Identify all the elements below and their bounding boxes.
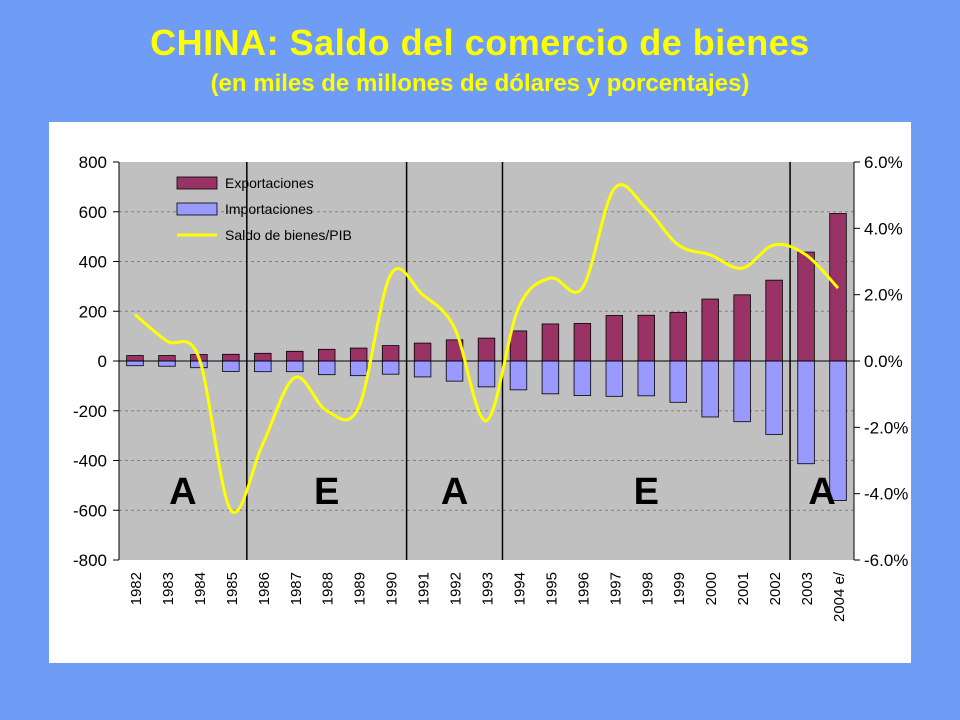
x-tick-label: 1982 xyxy=(128,572,145,605)
x-tick-label: 1989 xyxy=(352,572,369,605)
bar-exportaciones xyxy=(222,353,240,362)
bar-exportaciones xyxy=(797,251,815,362)
bar-exportaciones xyxy=(286,350,304,362)
bar-exportaciones xyxy=(509,330,528,362)
left-tick-label: -800 xyxy=(73,551,107,570)
bar-exportaciones xyxy=(701,298,719,362)
bar-importaciones xyxy=(477,360,496,388)
bar-importaciones xyxy=(605,360,624,397)
x-tick-label: 2001 xyxy=(735,572,752,605)
bar-exportaciones xyxy=(126,355,144,362)
left-tick-label: -600 xyxy=(73,501,107,520)
bar-importaciones xyxy=(509,360,528,391)
bar-importaciones xyxy=(541,360,560,395)
right-tick-label: 6.0% xyxy=(864,153,903,172)
chart-panel: 800 600 400 200 0 -200 -400 -600 -800 6.0% 4.0% 2.0… xyxy=(49,122,911,663)
x-tick-label: 1997 xyxy=(607,572,624,605)
bar-exportaciones xyxy=(318,348,336,362)
right-tick-label: -6.0% xyxy=(864,551,908,570)
bar-importaciones xyxy=(637,360,655,397)
period-label: A xyxy=(808,471,835,513)
right-tick-label: -2.0% xyxy=(864,418,908,437)
x-tick-label: 1988 xyxy=(320,572,337,605)
right-tick-label: 2.0% xyxy=(864,286,903,305)
period-label: E xyxy=(314,471,339,513)
bar-importaciones xyxy=(573,360,592,396)
bar-exportaciones xyxy=(733,294,751,362)
left-tick-label: 400 xyxy=(79,253,107,272)
bar-importaciones xyxy=(222,360,240,372)
bar-importaciones xyxy=(413,360,432,378)
bar-exportaciones xyxy=(349,347,368,362)
bar-importaciones xyxy=(158,360,176,367)
bar-importaciones xyxy=(349,360,368,377)
bar-exportaciones xyxy=(605,315,624,362)
x-tick-label: 1984 xyxy=(192,572,209,605)
bar-exportaciones xyxy=(637,314,655,362)
x-tick-label: 1983 xyxy=(160,572,177,605)
line-saldo-bienes-pib xyxy=(134,183,840,514)
right-tick-label: 0.0% xyxy=(864,352,903,371)
bar-importaciones xyxy=(126,360,144,367)
left-tick-label: -200 xyxy=(73,402,107,421)
x-tick-label: 2000 xyxy=(703,572,720,605)
bar-importaciones xyxy=(733,360,751,423)
bar-exportaciones xyxy=(541,323,560,362)
bar-importaciones xyxy=(286,360,304,373)
x-tick-label: 1999 xyxy=(671,572,688,605)
bar-importaciones xyxy=(445,360,464,382)
bar-exportaciones xyxy=(381,345,400,362)
x-tick-label: 2003 xyxy=(799,572,816,605)
bar-importaciones xyxy=(701,360,719,418)
legend-label-exportaciones: Exportaciones xyxy=(225,175,314,191)
x-tick-label: 1995 xyxy=(543,572,560,605)
bar-exportaciones xyxy=(669,312,687,362)
x-tick-label: 1996 xyxy=(575,572,592,605)
period-label: A xyxy=(441,471,468,513)
bar-importaciones xyxy=(381,360,400,375)
x-tick-label: 1990 xyxy=(384,572,401,605)
bar-exportaciones xyxy=(765,279,783,362)
bar-importaciones xyxy=(669,360,687,403)
x-tick-label: 1994 xyxy=(511,572,528,605)
left-tick-label: -400 xyxy=(73,452,107,471)
right-tick-label: -4.0% xyxy=(864,485,908,504)
x-tick-label: 1992 xyxy=(448,572,465,605)
slide-title: CHINA: Saldo del comercio de bienes xyxy=(150,22,810,63)
x-tick-label: 1986 xyxy=(256,572,273,605)
bar-importaciones xyxy=(318,360,336,376)
legend-swatch-exportaciones xyxy=(176,176,218,190)
left-tick-label: 800 xyxy=(79,153,107,172)
trade-balance-chart: 8006004002000-200-400-600-8006.0%4.0%2.0… xyxy=(73,153,908,622)
left-tick-label: 600 xyxy=(79,203,107,222)
period-label: A xyxy=(169,471,196,513)
bar-exportaciones xyxy=(254,352,272,362)
x-tick-label: 1987 xyxy=(288,572,305,605)
x-tick-label: 1993 xyxy=(480,572,497,605)
x-tick-label: 1985 xyxy=(224,572,241,605)
legend-label-saldo: Saldo de bienes/PIB xyxy=(225,227,352,243)
x-tick-label: 2004 e/ xyxy=(831,571,848,622)
x-tick-label: 1998 xyxy=(639,572,656,605)
left-tick-label: 0 xyxy=(98,352,107,371)
bar-exportaciones xyxy=(413,342,432,362)
right-tick-label: 4.0% xyxy=(864,219,903,238)
bar-exportaciones xyxy=(158,355,176,362)
period-label: E xyxy=(634,471,659,513)
bar-importaciones xyxy=(797,360,815,465)
bar-importaciones xyxy=(254,360,272,373)
bar-exportaciones xyxy=(573,323,592,362)
x-tick-label: 2002 xyxy=(767,572,784,605)
slide-subtitle: (en miles de millones de dólares y porce… xyxy=(210,70,750,97)
bar-exportaciones xyxy=(477,337,496,362)
x-tick-label: 1991 xyxy=(416,572,433,605)
legend-label-importaciones: Importaciones xyxy=(225,201,313,217)
bar-importaciones xyxy=(765,360,783,435)
legend-swatch-importaciones xyxy=(176,202,218,216)
left-tick-label: 200 xyxy=(79,302,107,321)
